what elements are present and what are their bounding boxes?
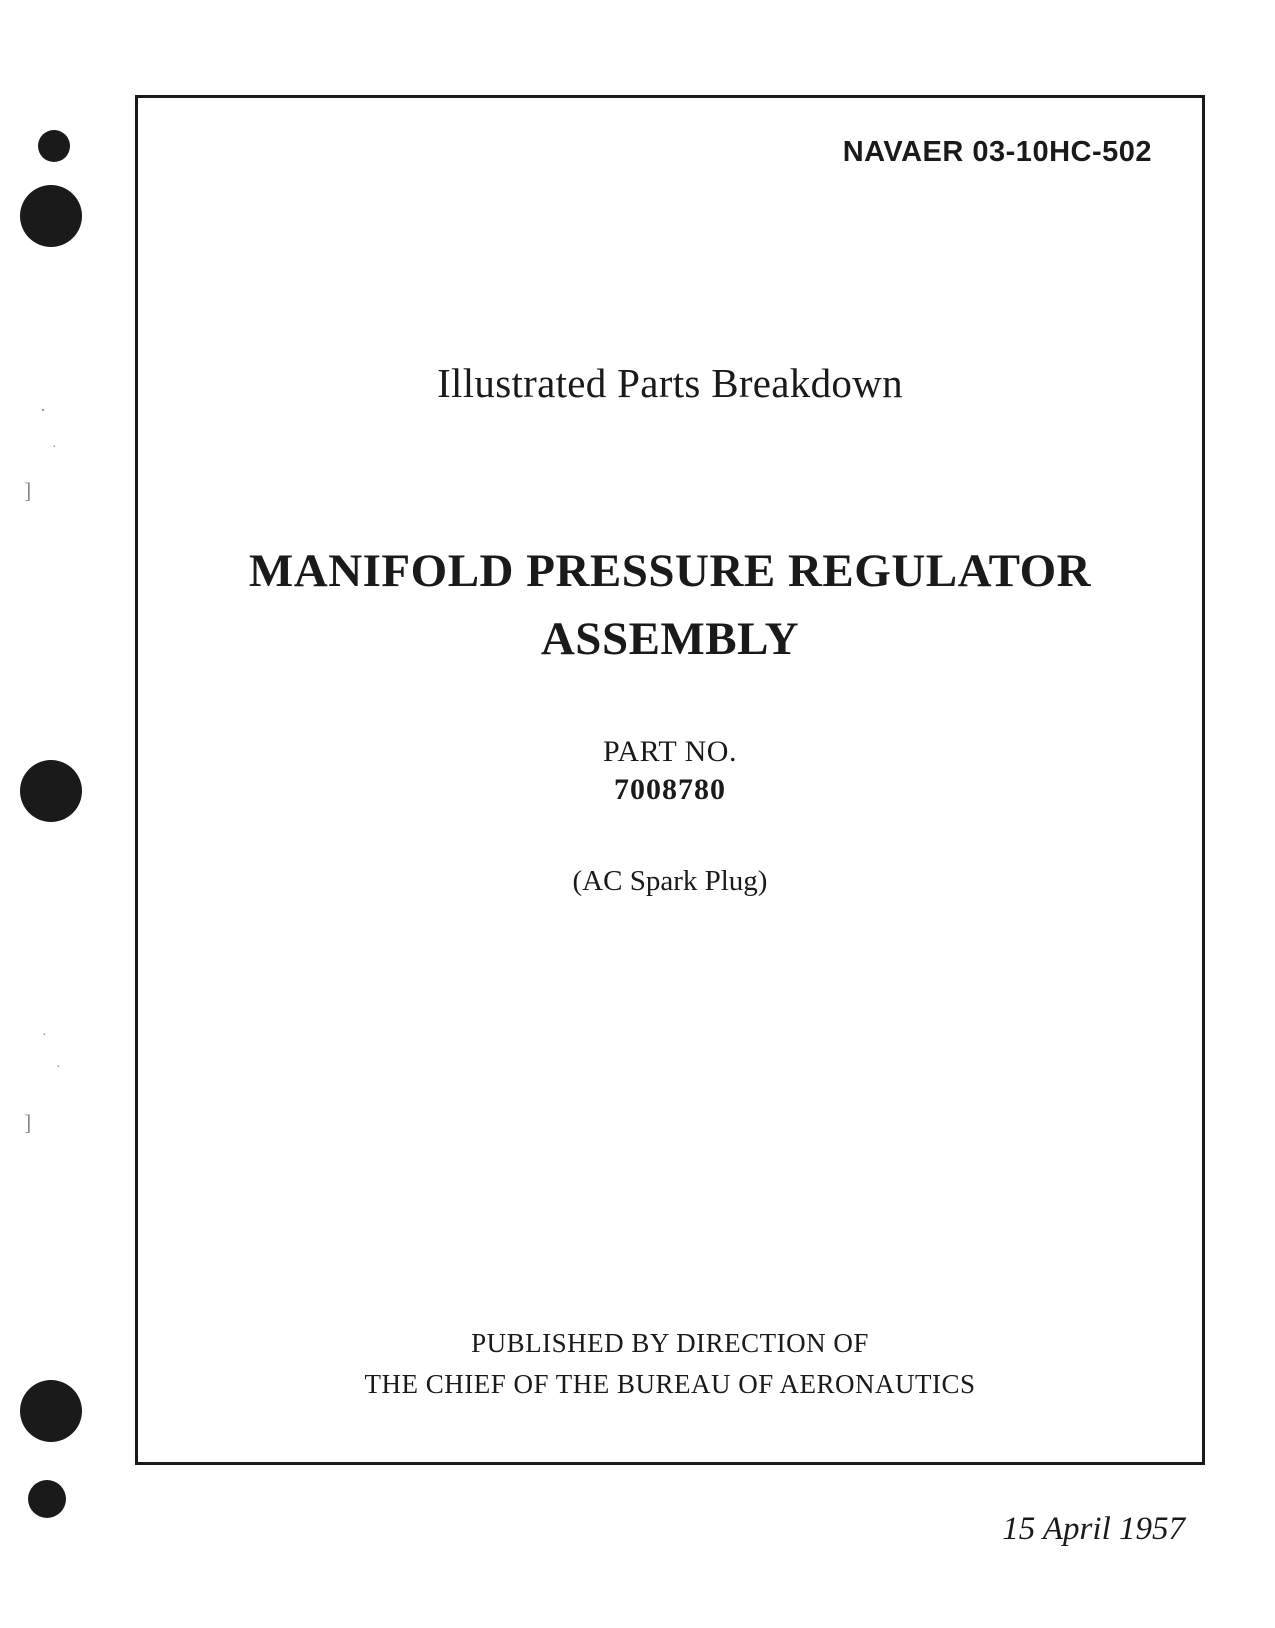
punch-hole-icon [20, 760, 82, 822]
scan-artifact: · [56, 1060, 61, 1076]
part-number-label: PART NO. [188, 735, 1152, 769]
document-title: MANIFOLD PRESSURE REGULATOR ASSEMBLY [188, 537, 1152, 673]
scan-artifact: ] [24, 1110, 27, 1136]
punch-hole-icon [20, 185, 82, 247]
scan-artifact: ] [24, 478, 27, 504]
part-number-value: 7008780 [188, 773, 1152, 807]
page-container: · · ] · · ] NAVAER 03-10HC-502 Illustrat… [0, 0, 1275, 1628]
scan-artifact: · [42, 1028, 47, 1044]
punch-hole-icon [28, 1480, 66, 1518]
publisher-line-2: THE CHIEF OF THE BUREAU OF AERONAUTICS [138, 1364, 1202, 1405]
publisher-line-1: PUBLISHED BY DIRECTION OF [138, 1323, 1202, 1364]
manufacturer-label: (AC Spark Plug) [188, 865, 1152, 898]
title-line-2: ASSEMBLY [188, 605, 1152, 673]
document-number: NAVAER 03-10HC-502 [188, 136, 1152, 169]
scan-artifact: · [40, 400, 46, 421]
punch-hole-icon [20, 1380, 82, 1442]
publisher-statement: PUBLISHED BY DIRECTION OF THE CHIEF OF T… [138, 1323, 1202, 1404]
punch-hole-margin: · · ] · · ] [0, 0, 90, 1628]
document-subtitle: Illustrated Parts Breakdown [188, 359, 1152, 407]
title-line-1: MANIFOLD PRESSURE REGULATOR [188, 537, 1152, 605]
publication-date: 15 April 1957 [1002, 1511, 1185, 1548]
scan-artifact: · [52, 440, 57, 456]
title-frame: NAVAER 03-10HC-502 Illustrated Parts Bre… [135, 95, 1205, 1465]
punch-hole-icon [38, 130, 70, 162]
